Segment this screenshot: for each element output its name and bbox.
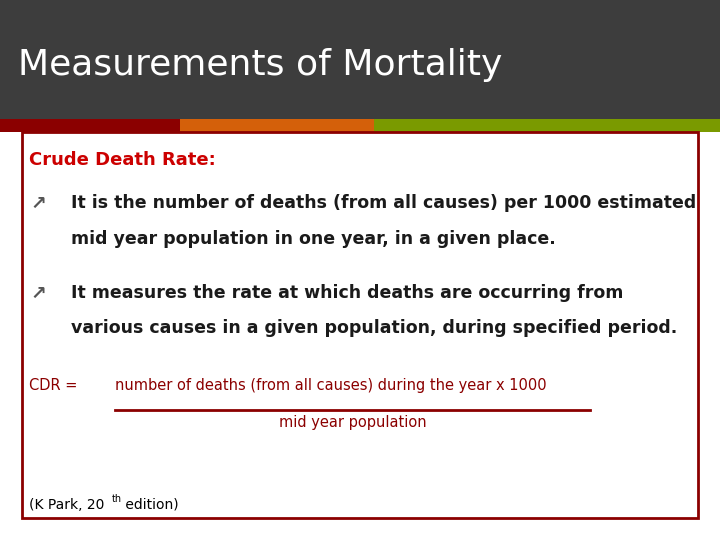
Text: CDR =: CDR = xyxy=(29,378,77,393)
Text: ↗: ↗ xyxy=(30,284,46,302)
Bar xyxy=(374,119,720,132)
Text: mid year population: mid year population xyxy=(279,415,427,430)
Text: ↗: ↗ xyxy=(30,194,46,213)
Text: th: th xyxy=(112,494,122,504)
Text: It measures the rate at which deaths are occurring from: It measures the rate at which deaths are… xyxy=(71,284,623,301)
Text: Crude Death Rate:: Crude Death Rate: xyxy=(29,151,215,169)
Text: edition): edition) xyxy=(121,498,179,512)
Text: It is the number of deaths (from all causes) per 1000 estimated: It is the number of deaths (from all cau… xyxy=(71,194,696,212)
Bar xyxy=(180,119,374,132)
Bar xyxy=(0,119,180,132)
Text: number of deaths (from all causes) during the year x 1000: number of deaths (from all causes) durin… xyxy=(115,378,546,393)
Text: Measurements of Mortality: Measurements of Mortality xyxy=(18,49,503,82)
Bar xyxy=(22,132,698,518)
Text: (K Park, 20: (K Park, 20 xyxy=(29,498,104,512)
Text: various causes in a given population, during specified period.: various causes in a given population, du… xyxy=(71,319,677,336)
Text: mid year population in one year, in a given place.: mid year population in one year, in a gi… xyxy=(71,230,555,247)
